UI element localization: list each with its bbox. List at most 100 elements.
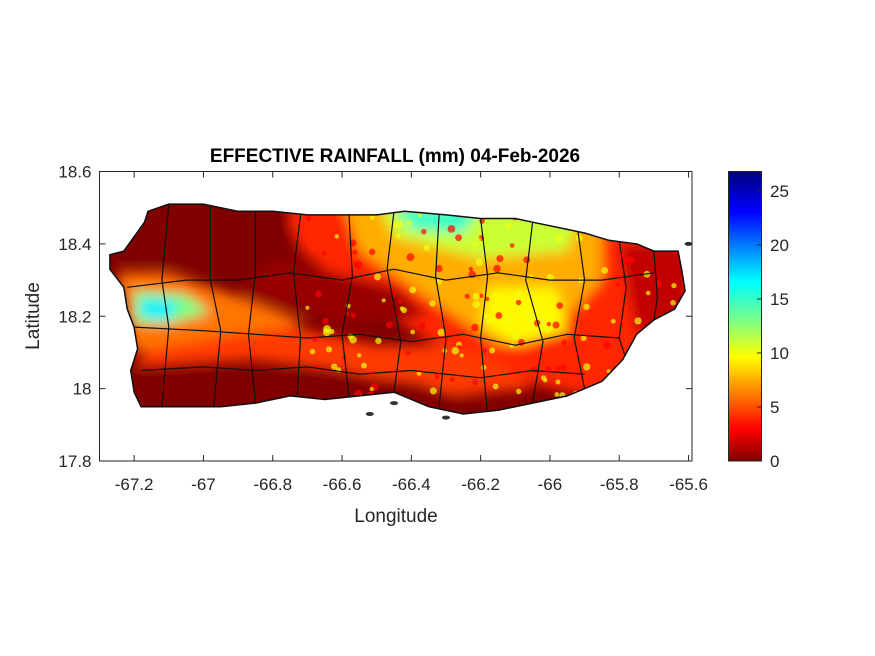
speckle bbox=[423, 245, 430, 252]
speckle bbox=[530, 366, 538, 374]
speckle bbox=[312, 337, 317, 342]
speckle bbox=[357, 353, 362, 358]
municipality-boundary bbox=[618, 240, 627, 360]
speckle bbox=[472, 379, 479, 386]
municipality-boundary bbox=[386, 211, 402, 393]
municipality-boundary bbox=[341, 214, 354, 396]
rainfall-bands bbox=[116, 204, 686, 414]
speckle bbox=[641, 220, 650, 229]
speckle bbox=[321, 251, 327, 256]
municipality-boundaries bbox=[127, 204, 659, 414]
speckle bbox=[603, 341, 611, 350]
speckle bbox=[334, 234, 339, 239]
speckle bbox=[626, 256, 635, 264]
speckle bbox=[671, 282, 677, 289]
speckle bbox=[416, 371, 422, 376]
speckle bbox=[674, 231, 679, 237]
municipality-boundary bbox=[525, 222, 544, 404]
speckle bbox=[645, 290, 651, 296]
colorbar: 0 5 10 15 20 25 bbox=[728, 171, 789, 471]
speckle bbox=[482, 347, 488, 353]
municipality-boundary bbox=[141, 366, 585, 379]
speckle bbox=[505, 222, 512, 228]
rainfall-field bbox=[109, 204, 686, 414]
speckle bbox=[479, 293, 484, 298]
zone-southcentral-red bbox=[134, 323, 533, 396]
speckle bbox=[489, 347, 496, 354]
speckle bbox=[449, 377, 455, 382]
speckle bbox=[352, 249, 358, 255]
colorbar-tick-label: 5 bbox=[770, 398, 779, 417]
speckle bbox=[554, 392, 560, 397]
speckle bbox=[397, 298, 403, 304]
speckle bbox=[459, 353, 464, 358]
x-tick-label: -66.2 bbox=[461, 475, 500, 494]
speckle bbox=[666, 392, 673, 399]
speckle bbox=[643, 331, 649, 337]
speckle bbox=[385, 321, 393, 329]
x-axis: -67.2 -67 -66.8 -66.6 -66.4 -66.2 -66 -65.8 -65.… bbox=[115, 171, 708, 494]
speckle bbox=[624, 220, 631, 227]
coastline bbox=[109, 203, 686, 415]
speckle bbox=[436, 278, 442, 285]
speckle bbox=[322, 328, 331, 337]
colorbar-gradient bbox=[728, 171, 762, 462]
speckle bbox=[476, 237, 482, 242]
speckle bbox=[354, 260, 363, 269]
zone-central-dark bbox=[238, 258, 429, 324]
zone-west-orange bbox=[116, 272, 308, 353]
speckle bbox=[677, 391, 684, 399]
x-tick-label: -66.8 bbox=[253, 475, 292, 494]
speckle bbox=[464, 293, 470, 299]
speckle bbox=[410, 329, 415, 335]
speckle bbox=[677, 215, 682, 220]
speckle bbox=[540, 375, 547, 381]
speckle bbox=[512, 332, 520, 340]
speckle bbox=[509, 243, 515, 248]
speckle bbox=[406, 253, 415, 262]
speckle bbox=[516, 388, 522, 395]
speckle bbox=[471, 323, 479, 332]
speckle bbox=[429, 387, 437, 395]
y-axis: 17.8 18 18.2 18.4 18.6 bbox=[58, 163, 692, 471]
speckle bbox=[675, 378, 681, 383]
speckle bbox=[545, 366, 552, 373]
speckle bbox=[391, 291, 397, 296]
speckle bbox=[657, 236, 664, 244]
speckle bbox=[447, 225, 456, 233]
speckle bbox=[429, 300, 436, 307]
speckle bbox=[560, 364, 567, 371]
speckle bbox=[315, 290, 322, 298]
speckle bbox=[472, 292, 480, 301]
speckle bbox=[325, 346, 333, 353]
speckle bbox=[615, 282, 620, 287]
speckle bbox=[491, 291, 497, 297]
speckle bbox=[543, 324, 552, 333]
speckle bbox=[306, 216, 312, 222]
speckle bbox=[395, 220, 403, 228]
colorbar-ticks: 0 5 10 15 20 25 bbox=[757, 182, 789, 471]
speckle bbox=[417, 213, 422, 218]
speckle bbox=[472, 300, 481, 308]
rainfall-map bbox=[109, 203, 693, 420]
x-tick-label: -65.6 bbox=[669, 475, 708, 494]
speckle bbox=[369, 387, 374, 392]
speckle bbox=[421, 228, 427, 235]
speckle bbox=[555, 379, 561, 385]
speckle bbox=[495, 312, 503, 319]
speckle bbox=[493, 264, 501, 273]
colorbar-tick-label: 0 bbox=[770, 452, 779, 471]
speckle bbox=[331, 363, 338, 370]
municipality-boundary bbox=[127, 268, 654, 288]
speckle bbox=[552, 321, 560, 329]
speckle bbox=[351, 313, 356, 318]
y-tick-label: 18.2 bbox=[58, 307, 91, 326]
speckle bbox=[369, 215, 375, 220]
colorbar-tick-label: 10 bbox=[770, 344, 789, 363]
speckle bbox=[580, 334, 587, 341]
x-tick-label: -67 bbox=[191, 475, 216, 494]
y-tick-label: 18.4 bbox=[58, 235, 91, 254]
islet bbox=[390, 401, 399, 406]
speckle bbox=[526, 312, 535, 321]
speckle bbox=[555, 235, 561, 241]
